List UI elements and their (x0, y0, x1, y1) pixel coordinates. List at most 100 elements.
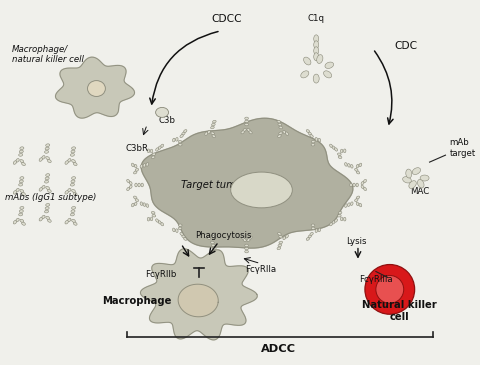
Ellipse shape (65, 220, 68, 224)
Ellipse shape (138, 183, 140, 187)
Ellipse shape (230, 172, 292, 208)
Ellipse shape (277, 135, 281, 138)
Ellipse shape (16, 158, 19, 162)
Ellipse shape (141, 183, 143, 187)
Ellipse shape (20, 177, 24, 180)
Ellipse shape (73, 222, 77, 225)
Ellipse shape (278, 241, 282, 244)
Ellipse shape (244, 250, 248, 253)
Circle shape (375, 276, 403, 303)
Ellipse shape (311, 141, 314, 143)
Ellipse shape (46, 157, 49, 160)
Ellipse shape (147, 149, 149, 153)
Text: Macrophage/
natural killer cell: Macrophage/ natural killer cell (12, 45, 84, 64)
Ellipse shape (334, 219, 337, 222)
Ellipse shape (356, 171, 359, 174)
Ellipse shape (160, 144, 163, 147)
Ellipse shape (46, 204, 49, 206)
Ellipse shape (313, 47, 318, 55)
Ellipse shape (152, 153, 156, 155)
Ellipse shape (39, 188, 42, 191)
Ellipse shape (311, 224, 314, 227)
Text: ADCC: ADCC (260, 344, 295, 354)
Ellipse shape (306, 237, 309, 241)
Ellipse shape (344, 162, 347, 166)
Ellipse shape (313, 41, 318, 49)
Ellipse shape (355, 183, 358, 187)
Ellipse shape (359, 203, 361, 207)
Ellipse shape (329, 223, 332, 226)
Ellipse shape (282, 130, 285, 134)
Ellipse shape (158, 221, 161, 224)
Ellipse shape (309, 233, 312, 235)
Ellipse shape (20, 160, 24, 163)
Ellipse shape (19, 180, 23, 183)
Ellipse shape (19, 210, 23, 212)
Ellipse shape (143, 203, 145, 207)
Ellipse shape (20, 219, 24, 222)
Ellipse shape (276, 120, 280, 123)
Ellipse shape (343, 217, 345, 221)
Ellipse shape (405, 169, 411, 178)
Text: Phagocytosis: Phagocytosis (195, 231, 252, 240)
Ellipse shape (314, 138, 317, 141)
Ellipse shape (73, 162, 77, 166)
Ellipse shape (175, 138, 178, 141)
Ellipse shape (181, 235, 185, 238)
Ellipse shape (19, 213, 23, 216)
Ellipse shape (181, 132, 185, 135)
Ellipse shape (22, 162, 25, 166)
Ellipse shape (408, 181, 415, 188)
Ellipse shape (178, 227, 181, 230)
Ellipse shape (356, 202, 358, 205)
Ellipse shape (354, 168, 357, 171)
Ellipse shape (158, 146, 161, 149)
Ellipse shape (317, 138, 320, 142)
Ellipse shape (356, 196, 359, 199)
Circle shape (364, 265, 414, 314)
Ellipse shape (180, 233, 183, 235)
Ellipse shape (212, 135, 215, 138)
Polygon shape (141, 118, 352, 248)
Ellipse shape (312, 74, 319, 83)
Ellipse shape (349, 183, 351, 187)
Ellipse shape (48, 219, 51, 222)
Ellipse shape (308, 235, 311, 238)
Ellipse shape (323, 71, 331, 78)
Ellipse shape (311, 143, 314, 146)
Ellipse shape (212, 247, 216, 250)
Text: Lysis: Lysis (345, 237, 365, 246)
Ellipse shape (183, 130, 187, 132)
Ellipse shape (244, 117, 248, 120)
Ellipse shape (20, 207, 24, 209)
Ellipse shape (72, 207, 75, 209)
Ellipse shape (146, 204, 148, 207)
Ellipse shape (352, 183, 355, 187)
Ellipse shape (45, 180, 48, 183)
Ellipse shape (244, 123, 248, 126)
Ellipse shape (156, 219, 158, 222)
Ellipse shape (249, 131, 252, 134)
Ellipse shape (246, 128, 250, 131)
Ellipse shape (16, 188, 19, 192)
Ellipse shape (340, 149, 342, 153)
Text: Target tumour cell: Target tumour cell (180, 180, 272, 190)
Ellipse shape (48, 189, 51, 192)
Ellipse shape (285, 132, 288, 135)
Ellipse shape (178, 224, 182, 227)
Ellipse shape (350, 202, 352, 205)
Text: CDC: CDC (393, 41, 416, 51)
Ellipse shape (45, 150, 48, 153)
Ellipse shape (278, 132, 282, 135)
Ellipse shape (207, 236, 210, 239)
Ellipse shape (240, 131, 244, 134)
Ellipse shape (42, 185, 45, 189)
Ellipse shape (411, 168, 420, 174)
Ellipse shape (172, 228, 175, 232)
Ellipse shape (356, 164, 358, 168)
Text: FcγRIIa: FcγRIIa (244, 265, 276, 274)
Ellipse shape (240, 236, 244, 239)
Ellipse shape (20, 189, 24, 192)
Ellipse shape (143, 164, 145, 167)
Ellipse shape (329, 144, 332, 147)
